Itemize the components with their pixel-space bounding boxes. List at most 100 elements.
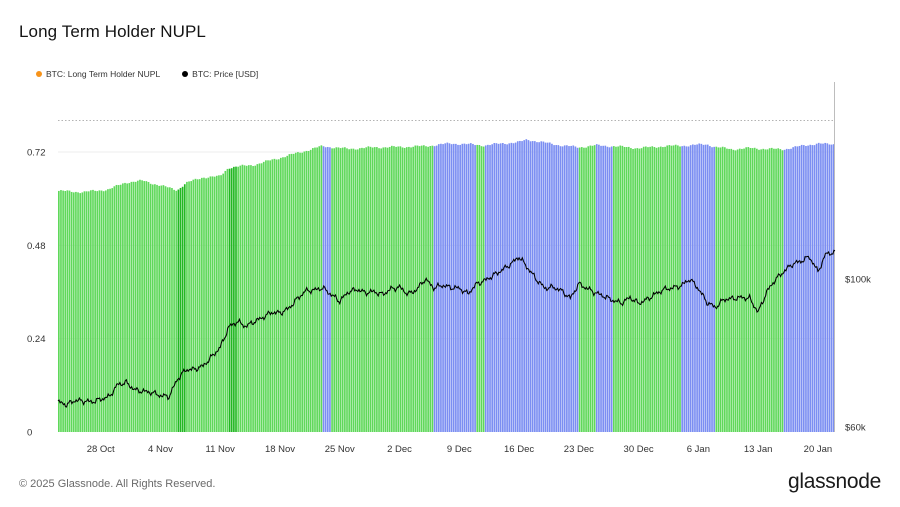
nupl-bar [423, 145, 425, 432]
nupl-bar [474, 145, 476, 432]
nupl-bar [783, 149, 786, 432]
nupl-bar [563, 145, 566, 432]
nupl-bar [365, 147, 368, 432]
nupl-bar [529, 141, 532, 433]
nupl-bar [346, 148, 348, 432]
nupl-bar [619, 145, 622, 432]
nupl-bar [286, 155, 289, 432]
nupl-bar [173, 189, 175, 432]
nupl-bar [352, 148, 355, 433]
nupl-bar [516, 141, 519, 432]
nupl-bar [527, 140, 530, 433]
legend: BTC: Long Term Holder NUPL BTC: Price [U… [36, 69, 258, 79]
nupl-bar [220, 175, 222, 432]
legend-dot-price [182, 71, 189, 77]
nupl-bar [134, 181, 137, 432]
nupl-bar [809, 144, 812, 432]
nupl-bar [463, 143, 466, 432]
nupl-bar [247, 165, 250, 432]
nupl-bar [427, 146, 429, 433]
nupl-bar [743, 148, 745, 432]
nupl-bar [194, 178, 197, 432]
nupl-bar [815, 143, 818, 432]
nupl-bar [237, 166, 239, 432]
legend-item-price[interactable]: BTC: Price [USD] [182, 69, 258, 79]
nupl-bar [578, 147, 581, 432]
x-tick-label: 13 Jan [744, 444, 773, 455]
nupl-bar [781, 150, 784, 432]
nupl-bar [100, 190, 103, 432]
nupl-bar [262, 161, 265, 432]
nupl-bar [510, 142, 513, 433]
nupl-bar [341, 147, 344, 433]
nupl-bar [277, 159, 280, 432]
nupl-bar [732, 149, 735, 432]
nupl-bar [811, 145, 814, 432]
nupl-bar [83, 191, 86, 432]
nupl-bar [521, 141, 523, 432]
nupl-bar [551, 143, 553, 433]
nupl-bar [104, 190, 107, 432]
nupl-bar [645, 146, 647, 433]
nupl-bar [335, 147, 338, 433]
nupl-bar [90, 190, 92, 432]
nupl-bar [299, 152, 301, 432]
nupl-bar [149, 183, 152, 432]
x-tick-label: 23 Dec [564, 444, 594, 455]
nupl-bar [798, 145, 801, 432]
nupl-bar [292, 153, 295, 433]
nupl-bar [506, 144, 508, 432]
nupl-bar [525, 139, 528, 432]
nupl-bar [188, 181, 190, 432]
nupl-bar [414, 145, 417, 432]
nupl-bar [222, 173, 225, 432]
nupl-bar [233, 166, 235, 432]
nupl-bar [141, 180, 143, 432]
nupl-bar [478, 144, 481, 433]
nupl-bar [595, 144, 598, 432]
nupl-bar [307, 151, 310, 432]
nupl-bar [514, 142, 517, 432]
nupl-bar [604, 145, 607, 432]
legend-item-nupl[interactable]: BTC: Long Term Holder NUPL [36, 69, 160, 79]
chart-title: Long Term Holder NUPL [19, 22, 206, 41]
nupl-bar [122, 183, 124, 432]
nupl-bar [817, 142, 820, 432]
nupl-bar [64, 190, 67, 432]
nupl-bar [828, 144, 831, 432]
nupl-bar [491, 144, 493, 432]
nupl-bar [386, 147, 389, 432]
nupl-bar [775, 148, 777, 432]
nupl-bar [160, 185, 163, 432]
nupl-bar [62, 190, 64, 432]
nupl-bar [721, 146, 724, 433]
nupl-bar [66, 190, 69, 432]
nupl-bar [408, 146, 410, 432]
nupl-bar [625, 147, 628, 432]
nupl-bar [418, 146, 421, 432]
nupl-bar [679, 146, 681, 433]
nupl-bar [403, 147, 406, 432]
nupl-bar [230, 168, 233, 432]
glassnode-logo: glassnode [787, 470, 881, 493]
nupl-bar [284, 157, 286, 432]
nupl-bar [706, 144, 709, 432]
x-tick-label: 9 Dec [447, 444, 472, 455]
nupl-bar [92, 189, 94, 432]
nupl-bar [139, 179, 141, 432]
nupl-bar [115, 184, 118, 432]
nupl-bar [119, 184, 122, 432]
nupl-bar [487, 144, 489, 432]
nupl-bar [613, 146, 615, 432]
nupl-bar [670, 145, 673, 432]
nupl-bar [431, 145, 434, 433]
nupl-bar [553, 145, 555, 433]
nupl-bar [760, 149, 762, 432]
nupl-bar [832, 144, 835, 432]
nupl-bar [297, 152, 299, 432]
nupl-bar [653, 147, 656, 432]
nupl-bar [224, 170, 227, 432]
x-tick-label: 16 Dec [504, 444, 534, 455]
nupl-bar [205, 178, 207, 432]
